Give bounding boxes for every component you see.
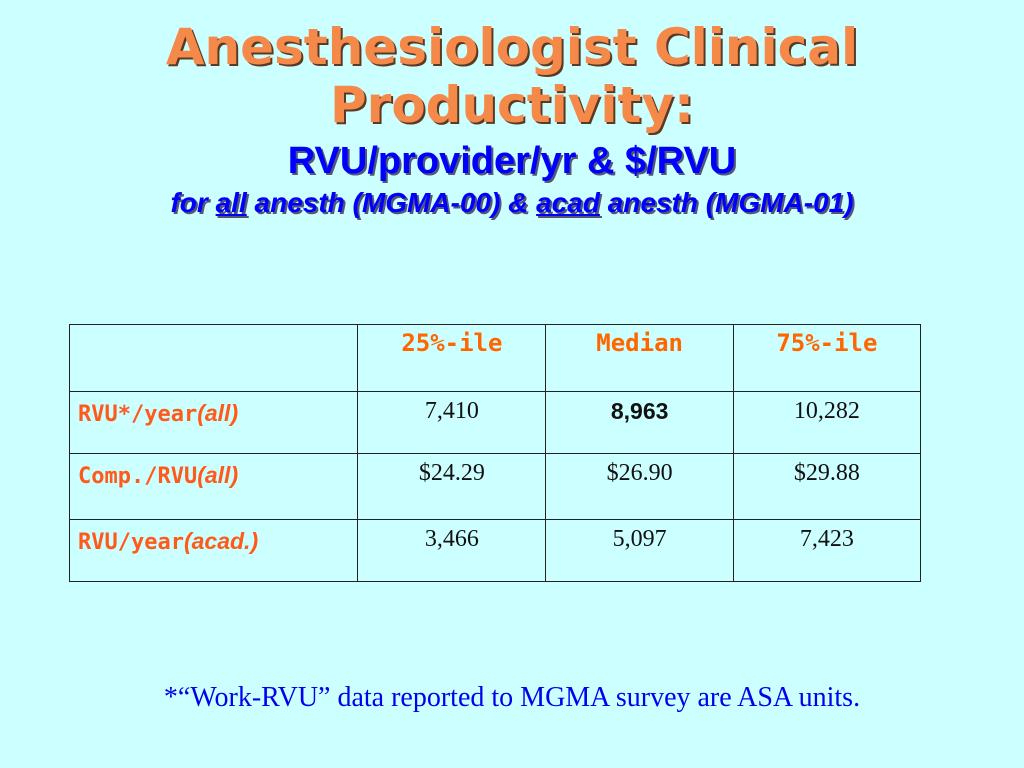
table-cell: 7,423 — [732, 519, 922, 582]
table-cell: 10,282 — [732, 391, 922, 454]
table-cell: $26.90 — [545, 453, 734, 520]
cell-value: 5,097 — [612, 526, 667, 552]
subsubtitle-underlined-acad: acad — [536, 187, 600, 218]
cell-value-emphasized: 8,963 — [610, 398, 669, 424]
table-row: RVU/year(acad.) 3,466 5,097 7,423 — [68, 519, 922, 582]
subsubtitle-part-2: anesth (MGMA-00) & — [246, 187, 537, 218]
cell-value: $29.88 — [793, 460, 860, 486]
table-row: RVU*/year(all) 7,410 8,963 10,282 — [68, 391, 922, 454]
table-cell: $29.88 — [732, 453, 922, 520]
header-75th-label: 75%-ile — [776, 329, 878, 357]
subsubtitle-part-3: anesth (MGMA-01) — [599, 187, 854, 218]
cell-value: $26.90 — [606, 460, 673, 486]
slide-subsubtitle: for all anesth (MGMA-00) & acad anesth (… — [0, 186, 1024, 220]
row-label: RVU*/year — [78, 402, 198, 427]
productivity-table: 25%-ile Median 75%-ile RVU*/year(all) 7,… — [68, 324, 922, 582]
row-label-cell: RVU/year(acad.) — [68, 519, 359, 582]
row-label-cell: RVU*/year(all) — [68, 391, 359, 454]
slide-title-block: Anesthesiologist Clinical Productivity: … — [0, 18, 1024, 220]
footnote: *“Work-RVU” data reported to MGMA survey… — [163, 682, 861, 713]
row-qualifier: (acad.) — [183, 528, 259, 554]
cell-value: 10,282 — [793, 398, 860, 424]
table-cell: 8,963 — [545, 391, 734, 454]
header-median-label: Median — [596, 329, 683, 357]
cell-value: 7,423 — [799, 526, 854, 552]
table-cell: 5,097 — [545, 519, 734, 582]
subsubtitle-underlined-all: all — [215, 187, 247, 218]
subsubtitle-part-1: for — [170, 187, 216, 218]
header-cell-75th: 75%-ile — [732, 324, 922, 392]
row-qualifier: (all) — [197, 462, 239, 488]
table-header-row: 25%-ile Median 75%-ile — [68, 324, 922, 392]
table-row: Comp./RVU(all) $24.29 $26.90 $29.88 — [68, 453, 922, 520]
cell-value: $24.29 — [418, 460, 485, 486]
table-cell: $24.29 — [357, 453, 547, 520]
slide-title-line-2: Productivity: — [330, 76, 694, 134]
header-cell-median: Median — [545, 324, 734, 392]
row-label-cell: Comp./RVU(all) — [68, 453, 359, 520]
header-cell-25th: 25%-ile — [357, 324, 547, 392]
header-25th-label: 25%-ile — [401, 329, 503, 357]
row-label: Comp./RVU — [78, 464, 198, 489]
slide-title-line-1: Anesthesiologist Clinical — [165, 18, 859, 76]
slide-subtitle: RVU/provider/yr & $/RVU — [287, 140, 737, 182]
cell-value: 7,410 — [424, 398, 479, 424]
cell-value: 3,466 — [424, 526, 479, 552]
row-label: RVU/year — [78, 530, 184, 555]
row-qualifier: (all) — [197, 400, 239, 426]
table-cell: 7,410 — [357, 391, 547, 454]
header-cell-empty — [68, 324, 359, 392]
table-cell: 3,466 — [357, 519, 547, 582]
